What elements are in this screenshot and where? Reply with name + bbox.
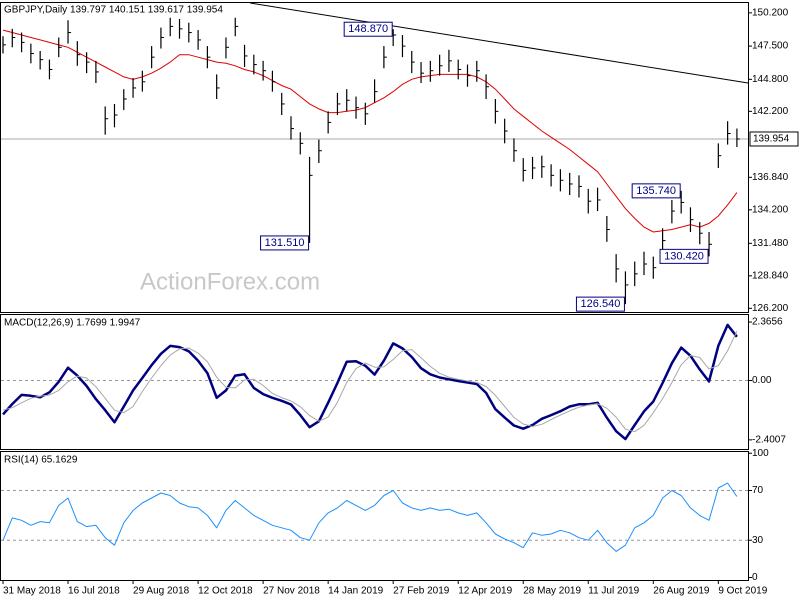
y-tick-label: 126.200 [752, 303, 789, 314]
y-tick-label: 131.480 [752, 238, 789, 249]
annotation-box [260, 235, 310, 251]
annotation-box [659, 248, 709, 264]
y-tick-label: 0.00 [752, 375, 772, 386]
y-tick-label: 136.840 [752, 172, 789, 183]
annotation-label: 135.740 [636, 185, 676, 197]
x-tick-label: 28 May 2019 [523, 586, 581, 597]
price-title: GBPJPY,Daily 139.797 140.151 139.617 139… [4, 5, 223, 16]
last-price-box [749, 131, 799, 147]
annotation-label: 126.540 [581, 298, 621, 310]
indicator-line [2, 323, 738, 441]
y-tick-label: 144.800 [752, 74, 789, 85]
rsi-title: RSI(14) 65.1629 [4, 455, 78, 466]
x-tick-label: 12 Apr 2019 [458, 586, 512, 597]
x-tick-label: 14 Jan 2019 [328, 586, 383, 597]
annotation-label: 131.510 [265, 237, 305, 249]
y-tick-label: 147.500 [752, 41, 789, 52]
annotation-label: 130.420 [664, 250, 704, 262]
annotation-box [631, 183, 681, 199]
y-tick-label: 150.200 [752, 7, 789, 18]
last-price-label: 139.954 [753, 134, 790, 145]
price-panel [0, 2, 749, 313]
x-tick-label: 12 Oct 2018 [198, 586, 253, 597]
y-tick-label: 100 [752, 448, 769, 459]
x-tick-label: 11 Jul 2019 [588, 586, 639, 597]
annotation-box [343, 21, 393, 37]
y-tick-label: 70 [752, 485, 764, 496]
y-tick-label: 128.840 [752, 270, 789, 281]
y-tick-label: -2.4007 [752, 435, 786, 446]
x-tick-label: 26 Aug 2019 [653, 586, 710, 597]
macd-title: MACD(12,26,9) 1.7699 1.9947 [4, 318, 141, 329]
macd-panel [0, 314, 749, 450]
x-tick-label: 16 Jul 2018 [68, 586, 120, 597]
x-tick-label: 9 Oct 2019 [718, 586, 767, 597]
y-tick-label: 0 [752, 572, 758, 583]
moving-average [2, 29, 738, 233]
x-tick-label: 31 May 2018 [3, 586, 61, 597]
x-tick-label: 27 Feb 2019 [393, 586, 450, 597]
y-tick-label: 2.3656 [752, 317, 783, 328]
trendline [250, 2, 749, 84]
annotation-box [575, 296, 625, 312]
indicator-line [2, 330, 738, 433]
annotation-label: 148.870 [348, 23, 388, 35]
y-tick-label: 30 [752, 535, 764, 546]
watermark: ActionForex.com [140, 268, 320, 295]
y-tick-label: 142.200 [752, 106, 789, 117]
x-tick-label: 27 Nov 2018 [263, 586, 320, 597]
y-tick-label: 134.200 [752, 204, 789, 215]
indicator-line [2, 482, 738, 552]
rsi-panel [0, 451, 749, 581]
x-tick-label: 29 Aug 2018 [133, 586, 190, 597]
